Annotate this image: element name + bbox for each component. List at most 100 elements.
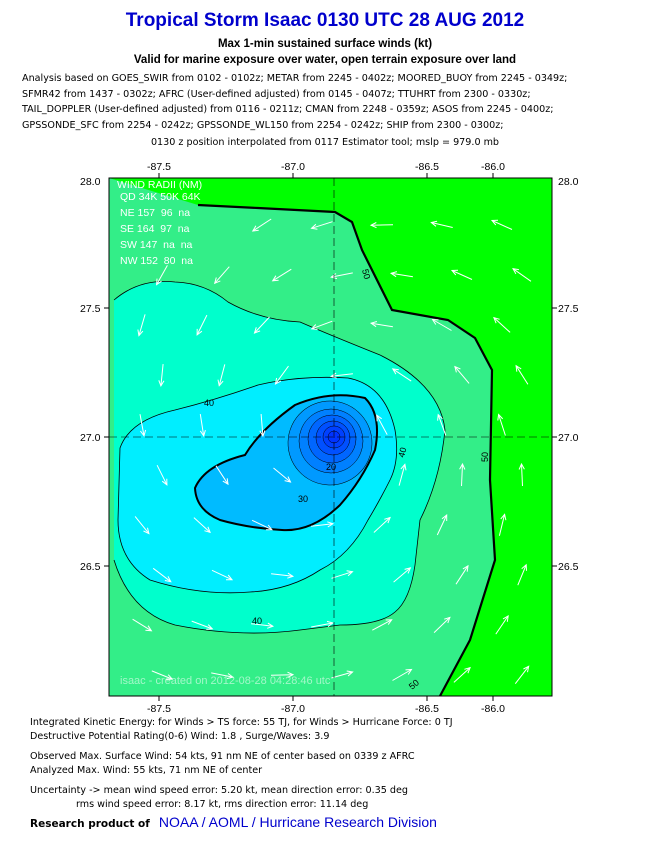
wind-arrow-head — [217, 379, 224, 387]
wind-arrow-shaft — [211, 569, 233, 581]
wind-arrow-head — [137, 329, 144, 337]
wind-arrow-head — [158, 380, 165, 388]
wind-arrow-shaft — [311, 320, 333, 330]
wind-radii-header: QD 34K 50K 64K — [120, 191, 201, 203]
wind-arrow-head — [226, 574, 234, 581]
wind-arrow-head — [444, 616, 451, 624]
wind-arrow-shaft — [373, 517, 391, 533]
wind-arrow-shaft — [254, 316, 270, 334]
contour-40-line — [113, 281, 446, 634]
wind-arrow-head — [287, 671, 295, 678]
map-title: Tropical Storm Isaac 0130 UTC 28 AUG 201… — [125, 10, 525, 31]
wind-arrow-shaft — [331, 571, 353, 579]
wind-arrow-head — [287, 572, 295, 579]
lon-tick-bottom: -87.5 — [147, 703, 171, 715]
lat-tick-left: 27.5 — [80, 303, 101, 315]
wind-arrow-head — [497, 413, 504, 421]
wind-arrow-shaft — [398, 464, 406, 486]
wind-arrow-shaft — [498, 414, 506, 436]
wind-arrow-head — [521, 563, 527, 571]
wind-arrow-head — [502, 614, 509, 622]
created-watermark: isaac - created on 2012-08-28 04:28:46 u… — [120, 675, 331, 687]
analysis-line: GPSSONDE_SFC from 2254 - 0242z; GPSSONDE… — [22, 119, 504, 131]
wind-arrow-shaft — [495, 615, 509, 635]
wind-arrow-shaft — [514, 665, 530, 685]
credit-label: Research product of — [30, 818, 150, 830]
wind-arrow-shaft — [493, 317, 511, 333]
wind-arrow-head — [204, 526, 211, 534]
lon-tick-top: -87.5 — [147, 161, 171, 173]
contour-label-40-east: 40 — [396, 446, 408, 458]
wind-arrow-head — [490, 219, 499, 226]
uncertainty-line: Uncertainty -> mean wind speed error: 5.… — [30, 785, 409, 797]
wind-arrow-head — [430, 220, 438, 227]
wind-arrow-head — [400, 463, 407, 471]
wind-radii-row: SW 147 na na — [120, 239, 193, 251]
contour-label-50-east: 50 — [480, 452, 490, 462]
wind-radii-row: SE 164 97 na — [120, 223, 190, 235]
wind-arrow-head — [310, 223, 318, 230]
map-subtitle-units: Max 1-min sustained surface winds (kt) — [217, 38, 433, 50]
wind-arrow-head — [251, 225, 259, 232]
wind-arrow-head — [164, 576, 172, 583]
lon-tick-top: -86.5 — [415, 161, 439, 173]
wind-arrow-head — [267, 622, 275, 629]
wind-arrow-head — [518, 462, 525, 470]
wind-arrow-head — [166, 674, 174, 680]
wind-arrow-shaft — [252, 218, 272, 232]
map-subtitle-exposure: Valid for marine exposure over water, op… — [133, 54, 517, 66]
wind-radii-table: WIND RADII (NM) QD 34K 50K 64K NE 157 96… — [117, 179, 202, 267]
wind-arrow-head — [199, 429, 206, 438]
wind-arrow-head — [284, 476, 292, 483]
wind-arrow-shaft — [160, 364, 164, 386]
wind-arrow-head — [156, 278, 162, 286]
wind-arrow-head — [253, 327, 261, 334]
wind-arrow-head — [437, 413, 443, 421]
wind-arrow-shaft — [138, 314, 146, 336]
wind-arrow-head — [196, 328, 203, 336]
lat-tick-left: 28.0 — [80, 176, 101, 188]
wind-arrow-shaft — [431, 222, 453, 228]
wind-arrow-head — [464, 666, 471, 674]
wind-arrow-shaft — [311, 523, 333, 527]
wind-arrow-shaft — [134, 516, 150, 534]
wind-arrow-head — [369, 222, 377, 229]
wind-arrow-shaft — [331, 373, 353, 377]
wind-arrow-head — [500, 513, 507, 521]
analyzed-max-line: Analyzed Max. Wind: 55 kts, 71 nm NE of … — [30, 764, 263, 776]
wind-arrow-shaft — [392, 669, 412, 681]
wind-radii-row: NW 152 80 na — [120, 255, 193, 267]
wind-arrow-head — [271, 275, 279, 282]
wind-arrow-shaft — [260, 413, 264, 437]
wind-arrow-head — [326, 620, 334, 627]
lon-tick-bottom: -86.5 — [415, 703, 439, 715]
observed-max-line: Observed Max. Surface Wind: 54 kts, 91 n… — [30, 751, 415, 763]
wind-arrow-head — [206, 624, 214, 630]
analysis-line: Analysis based on GOES_SWIR from 0102 - … — [22, 73, 568, 84]
position-line: 0130 z position interpolated from 0117 E… — [150, 137, 500, 148]
analysis-line: TAIL_DOPPLER (User-defined adjusted) fro… — [22, 104, 554, 116]
contour-30-line — [193, 394, 378, 532]
analysis-sources: Analysis based on GOES_SWIR from 0102 - … — [22, 71, 642, 133]
wind-arrow-head — [265, 524, 273, 531]
wind-arrow-shaft — [517, 564, 527, 586]
wind-arrow-shaft — [251, 623, 273, 627]
wind-arrow-shaft — [461, 463, 463, 487]
wind-arrow-head — [459, 462, 466, 470]
lon-tick-bottom: -86.0 — [481, 703, 505, 715]
wind-radii-row: NE 157 96 na — [120, 207, 190, 219]
wind-radii-title: WIND RADII (NM) — [117, 179, 202, 191]
contour-label-20: 20 — [326, 462, 336, 472]
wind-arrow-shaft — [191, 620, 213, 630]
wind-arrow-shaft — [199, 414, 205, 436]
wind-arrow-shaft — [156, 265, 168, 285]
wind-arrow-head — [330, 273, 338, 280]
wind-arrow-head — [441, 513, 448, 521]
wind-arrow-shaft — [251, 519, 273, 531]
wind-arrow-head — [327, 521, 335, 528]
contour-label-40-northwest: 40 — [204, 398, 214, 408]
hrd-link[interactable]: NOAA / AOML / Hurricane Research Divisio… — [158, 814, 437, 830]
wind-arrow-shaft — [215, 465, 229, 485]
wind-arrow-head — [161, 478, 168, 486]
